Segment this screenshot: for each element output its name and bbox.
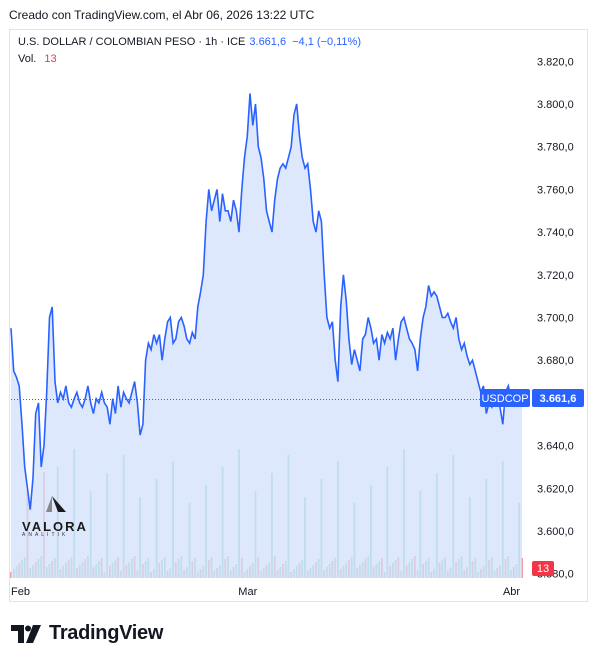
symbol-badge: USDCOP: [480, 389, 530, 407]
x-tick-label: Abr: [503, 586, 520, 598]
volume-legend[interactable]: Vol. 13: [18, 53, 57, 65]
y-tick-label: 3.820,0: [537, 56, 574, 68]
price-badge-label: 3.661,6: [540, 393, 577, 405]
valora-watermark: VALORA ANALITIK: [22, 494, 92, 538]
y-tick-label: 3.640,0: [537, 441, 574, 453]
price-line: [10, 93, 523, 510]
price-area: [11, 93, 522, 579]
legend-change: −4,1 (−0,11%): [292, 36, 361, 48]
chart-credit: Creado con TradingView.com, el Abr 06, 2…: [9, 8, 315, 22]
y-tick-label: 3.680,0: [537, 355, 574, 367]
y-tick-label: 3.780,0: [537, 142, 574, 154]
x-axis[interactable]: Feb Mar Abr: [11, 586, 520, 598]
tradingview-logo[interactable]: TradingView: [11, 622, 163, 645]
chart-frame[interactable]: [9, 29, 588, 602]
y-tick-label: 3.720,0: [537, 270, 574, 282]
y-tick-label: 3.600,0: [537, 526, 574, 538]
y-tick-label: 3.800,0: [537, 99, 574, 111]
x-tick-label: Mar: [238, 586, 257, 598]
legend-vol-label: Vol.: [18, 53, 37, 65]
volume-badge: 13: [532, 561, 554, 576]
y-tick-label: 3.700,0: [537, 313, 574, 325]
legend-vol-value: 13: [44, 53, 57, 65]
y-axis[interactable]: 3.820,0 3.800,0 3.780,0 3.760,0 3.740,0 3.720…: [537, 56, 574, 580]
legend-symbol: U.S. DOLLAR / COLOMBIAN PESO · 1h · ICE: [18, 36, 246, 48]
volume-badge-label: 13: [537, 563, 549, 575]
x-tick-label: Feb: [11, 586, 30, 598]
y-tick-label: 3.620,0: [537, 483, 574, 495]
tradingview-logo-icon: [11, 624, 41, 643]
valora-logo-icon: [46, 496, 66, 512]
symbol-badge-label: USDCOP: [481, 393, 528, 405]
tradingview-brand: TradingView: [49, 622, 164, 644]
y-tick-label: 3.760,0: [537, 184, 574, 196]
price-badge: 3.661,6: [532, 389, 584, 407]
chart-legend[interactable]: U.S. DOLLAR / COLOMBIAN PESO · 1h · ICE 3…: [18, 36, 361, 48]
watermark-name: VALORA: [22, 519, 88, 534]
watermark-sub: ANALITIK: [22, 532, 69, 538]
legend-price: 3.661,6: [249, 36, 287, 48]
y-tick-label: 3.740,0: [537, 227, 574, 239]
